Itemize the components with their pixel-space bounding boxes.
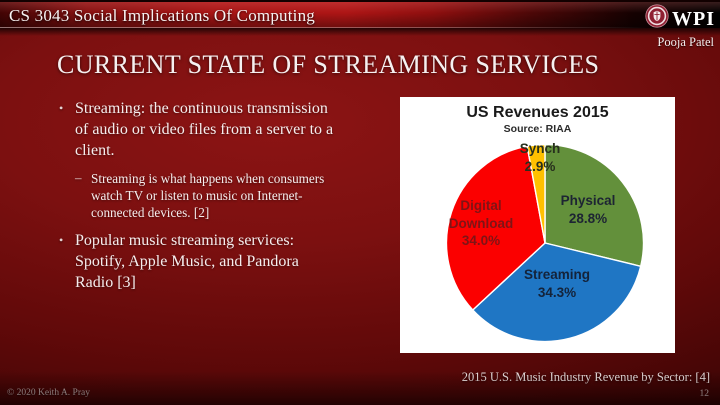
course-title: CS 3043 Social Implications Of Computing [9, 6, 315, 25]
slice-label-streaming: Streaming 34.3% [523, 267, 591, 300]
sub-bullet-streaming-example: Streaming is what happens when consumers… [75, 170, 345, 221]
chart-caption: 2015 U.S. Music Industry Revenue by Sect… [461, 370, 710, 384]
chart-title: US Revenues 2015 [466, 104, 609, 121]
pie-chart-panel: US Revenues 2015 Source: RIAA Physical 2… [400, 97, 675, 353]
wpi-logotype: WPI [672, 7, 715, 30]
author-name: Pooja Patel [657, 35, 714, 49]
bullet-list: Streaming: the continuous transmission o… [58, 99, 345, 294]
pie-slice-digital-download [445, 145, 546, 311]
bullet-streaming-definition: Streaming: the continuous transmission o… [58, 99, 339, 162]
slice-label-physical: Physical 28.8% [560, 193, 616, 226]
pie-slice-physical [544, 143, 645, 267]
pie-slice-synch [526, 143, 546, 244]
slice-label-digital-download: Digital Download 34.0% [448, 198, 514, 249]
bullet-popular-services: Popular music streaming services: Spotif… [58, 231, 339, 294]
pie-chart [445, 143, 645, 343]
chart-source: Source: RIAA [503, 123, 572, 135]
wpi-seal-icon [645, 4, 669, 33]
header-bar: CS 3043 Social Implications Of Computing… [0, 0, 720, 36]
slide-title: CURRENT STATE OF STREAMING SERVICES [57, 50, 600, 79]
pie-slice-streaming [472, 242, 642, 343]
wpi-logo: WPI [645, 4, 715, 33]
slice-label-synch: Synch 2.9% [519, 141, 561, 174]
copyright-text: © 2020 Keith A. Pray [7, 388, 90, 398]
page-number: 12 [699, 389, 710, 399]
